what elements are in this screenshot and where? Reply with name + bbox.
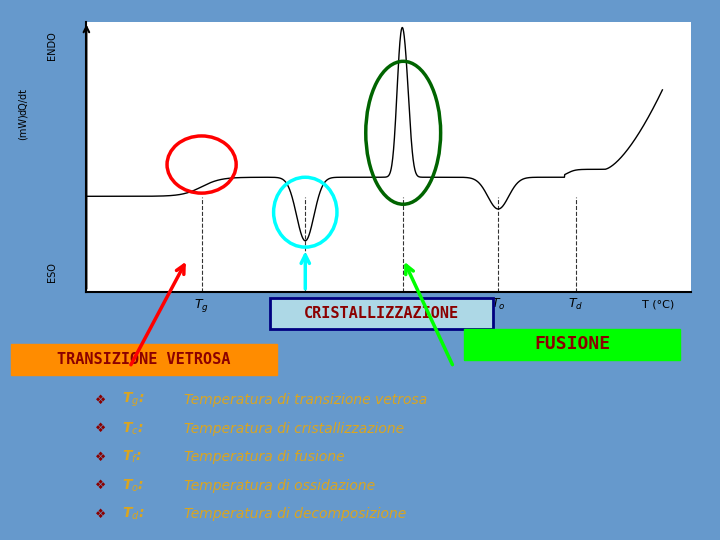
FancyBboxPatch shape	[464, 329, 680, 360]
Text: T$_o$:: T$_o$:	[122, 477, 146, 494]
Text: ESO: ESO	[47, 262, 57, 282]
Text: ❖: ❖	[95, 394, 107, 407]
Text: $T_g$: $T_g$	[194, 298, 209, 314]
Text: $T_c$: $T_c$	[298, 298, 312, 313]
Text: ENDO: ENDO	[47, 31, 57, 60]
Text: TRANSIZIONE VETROSA: TRANSIZIONE VETROSA	[58, 353, 230, 367]
Text: T$_f$:: T$_f$:	[122, 449, 143, 465]
Text: FUSIONE: FUSIONE	[534, 335, 611, 353]
FancyBboxPatch shape	[270, 298, 493, 329]
Text: Temperatura di ossidazione: Temperatura di ossidazione	[184, 478, 374, 492]
FancyBboxPatch shape	[11, 345, 277, 375]
Text: dQ/dt: dQ/dt	[18, 87, 28, 114]
Text: (mW): (mW)	[18, 113, 28, 140]
Text: Temperatura di fusione: Temperatura di fusione	[184, 450, 344, 464]
Text: Temperatura di transizione vetrosa: Temperatura di transizione vetrosa	[184, 393, 427, 407]
Text: ❖: ❖	[95, 422, 107, 435]
Text: CRISTALLIZZAZIONE: CRISTALLIZZAZIONE	[304, 306, 459, 321]
Text: Temperatura di cristallizzazione: Temperatura di cristallizzazione	[184, 422, 404, 436]
Text: T (°C): T (°C)	[642, 300, 674, 309]
Text: ❖: ❖	[95, 479, 107, 492]
Text: $T_d$: $T_d$	[568, 298, 584, 313]
Text: ❖: ❖	[95, 508, 107, 521]
Text: T$_g$:: T$_g$:	[122, 391, 146, 409]
Text: Temperatura di decomposizione: Temperatura di decomposizione	[184, 507, 406, 521]
Text: $T_f$: $T_f$	[396, 298, 410, 313]
Text: T$_d$:: T$_d$:	[122, 506, 146, 522]
Text: $T_o$: $T_o$	[491, 298, 505, 313]
Text: T$_c$:: T$_c$:	[122, 420, 145, 437]
Text: ❖: ❖	[95, 450, 107, 463]
